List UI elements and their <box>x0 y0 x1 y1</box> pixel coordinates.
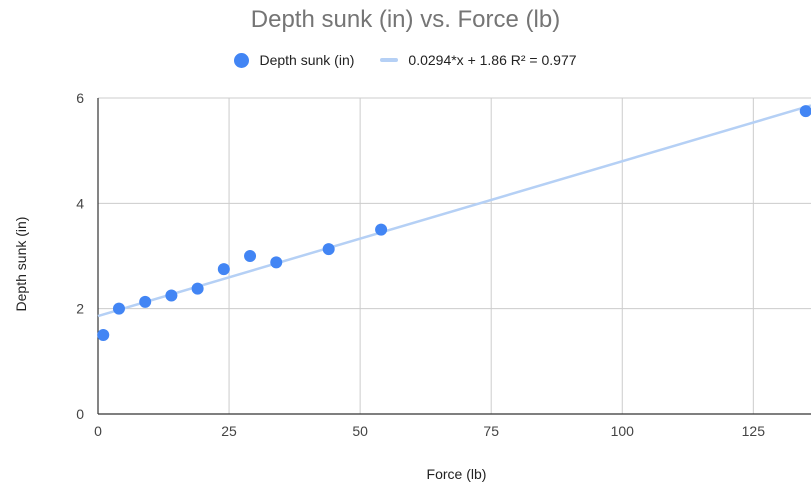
y-tick-label: 6 <box>76 90 84 106</box>
data-point <box>112 302 125 315</box>
data-point <box>799 105 811 118</box>
data-point <box>322 243 335 256</box>
x-tick-label: 0 <box>94 423 102 439</box>
data-point <box>217 263 230 276</box>
legend-trendline-label: 0.0294*x + 1.86 R² = 0.977 <box>408 52 577 68</box>
chart-title: Depth sunk (in) vs. Force (lb) <box>250 6 561 33</box>
data-point <box>165 289 178 302</box>
data-point <box>97 329 110 341</box>
x-tick-label: 100 <box>611 423 635 439</box>
legend-series-marker <box>234 52 250 68</box>
data-point <box>375 223 388 236</box>
data-point <box>244 250 257 262</box>
x-axis-title: Force (lb) <box>427 466 487 482</box>
chart-legend: Depth sunk (in) 0.0294*x + 1.86 R² = 0.9… <box>0 52 811 68</box>
y-tick-label: 0 <box>76 406 84 422</box>
x-tick-label: 125 <box>742 423 766 439</box>
trendline <box>97 104 811 318</box>
y-tick-label: 4 <box>76 195 84 211</box>
y-tick-label: 2 <box>76 301 84 317</box>
x-tick-label: 75 <box>483 423 499 439</box>
data-point <box>191 282 204 295</box>
legend-trendline-marker <box>380 58 399 62</box>
y-axis-title: Depth sunk (in) <box>13 217 29 312</box>
legend-series-label: Depth sunk (in) <box>259 52 355 68</box>
legend-item-series[interactable]: Depth sunk (in) <box>234 52 354 68</box>
legend-item-trendline[interactable]: 0.0294*x + 1.86 R² = 0.977 <box>354 52 577 68</box>
data-point <box>139 295 152 308</box>
data-point <box>270 256 283 269</box>
x-tick-label: 25 <box>221 423 237 439</box>
x-tick-label: 50 <box>352 423 368 439</box>
